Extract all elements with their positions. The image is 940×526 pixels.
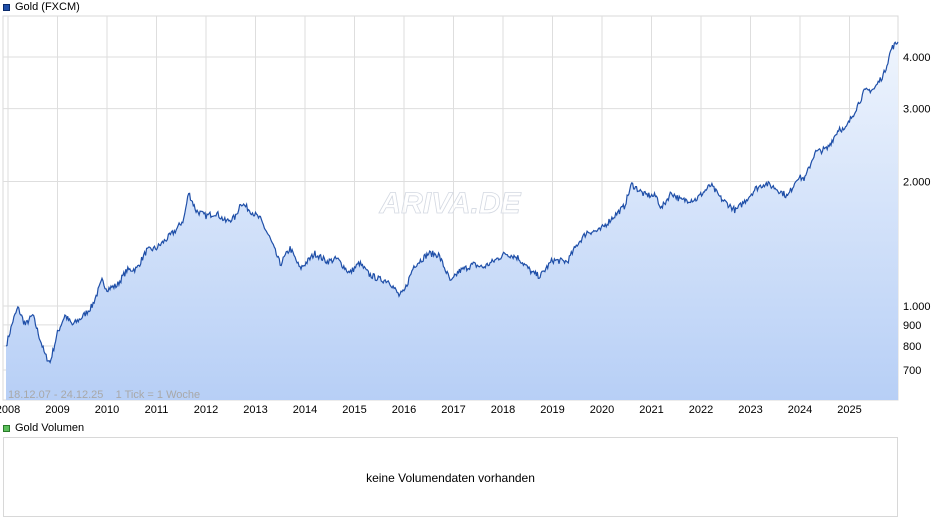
price-legend: Gold (FXCM) [3, 0, 80, 14]
y-tick-label: 700 [903, 365, 921, 377]
y-tick-label: 900 [903, 320, 921, 332]
range-info: 18.12.07 - 24.12.25 1 Tick = 1 Woche [8, 389, 200, 401]
price-legend-label: Gold (FXCM) [15, 1, 80, 13]
price-area [6, 41, 898, 401]
x-tick-label: 2020 [590, 404, 614, 416]
x-tick-label: 2011 [145, 404, 169, 416]
y-tick-label: 1.000 [903, 301, 931, 313]
x-tick-label: 2019 [540, 404, 564, 416]
x-tick-label: 2008 [0, 404, 20, 416]
volume-panel: keine Volumendaten vorhanden [3, 437, 898, 517]
x-tick-label: 2014 [293, 404, 317, 416]
x-tick-label: 2021 [639, 404, 663, 416]
price-chart: ARIVA.DE 18.12.07 - 24.12.25 1 Tick = 1 … [0, 15, 931, 416]
x-tick-label: 2018 [491, 404, 515, 416]
y-tick-label: 4.000 [903, 52, 931, 64]
x-tick-label: 2022 [689, 404, 713, 416]
price-line [5, 41, 899, 364]
x-axis: 2008 2009 2010 2011 2012 2013 2014 2015 2016 2017… [0, 404, 862, 416]
x-tick-label: 2015 [342, 404, 366, 416]
x-tick-label: 2023 [738, 404, 762, 416]
x-tick-label: 2010 [95, 404, 119, 416]
price-legend-swatch [3, 3, 10, 11]
volume-legend-label: Gold Volumen [15, 422, 85, 434]
y-tick-label: 2.000 [903, 176, 931, 188]
y-axis: 700 800 900 1.000 2.000 3.000 4.000 [903, 52, 931, 377]
volume-legend: Gold Volumen [3, 421, 84, 435]
x-tick-label: 2013 [243, 404, 267, 416]
x-tick-label: 2024 [788, 404, 812, 416]
watermark: ARIVA.DE [378, 187, 521, 220]
x-tick-label: 2017 [441, 404, 465, 416]
y-tick-label: 800 [903, 341, 921, 353]
y-tick-label: 3.000 [903, 104, 931, 116]
x-tick-label: 2012 [194, 404, 218, 416]
volume-empty-message: keine Volumendaten vorhanden [366, 471, 535, 485]
x-tick-label: 2016 [392, 404, 416, 416]
x-tick-label: 2009 [45, 404, 69, 416]
x-tick-label: 2025 [837, 404, 861, 416]
volume-legend-swatch [3, 424, 10, 432]
